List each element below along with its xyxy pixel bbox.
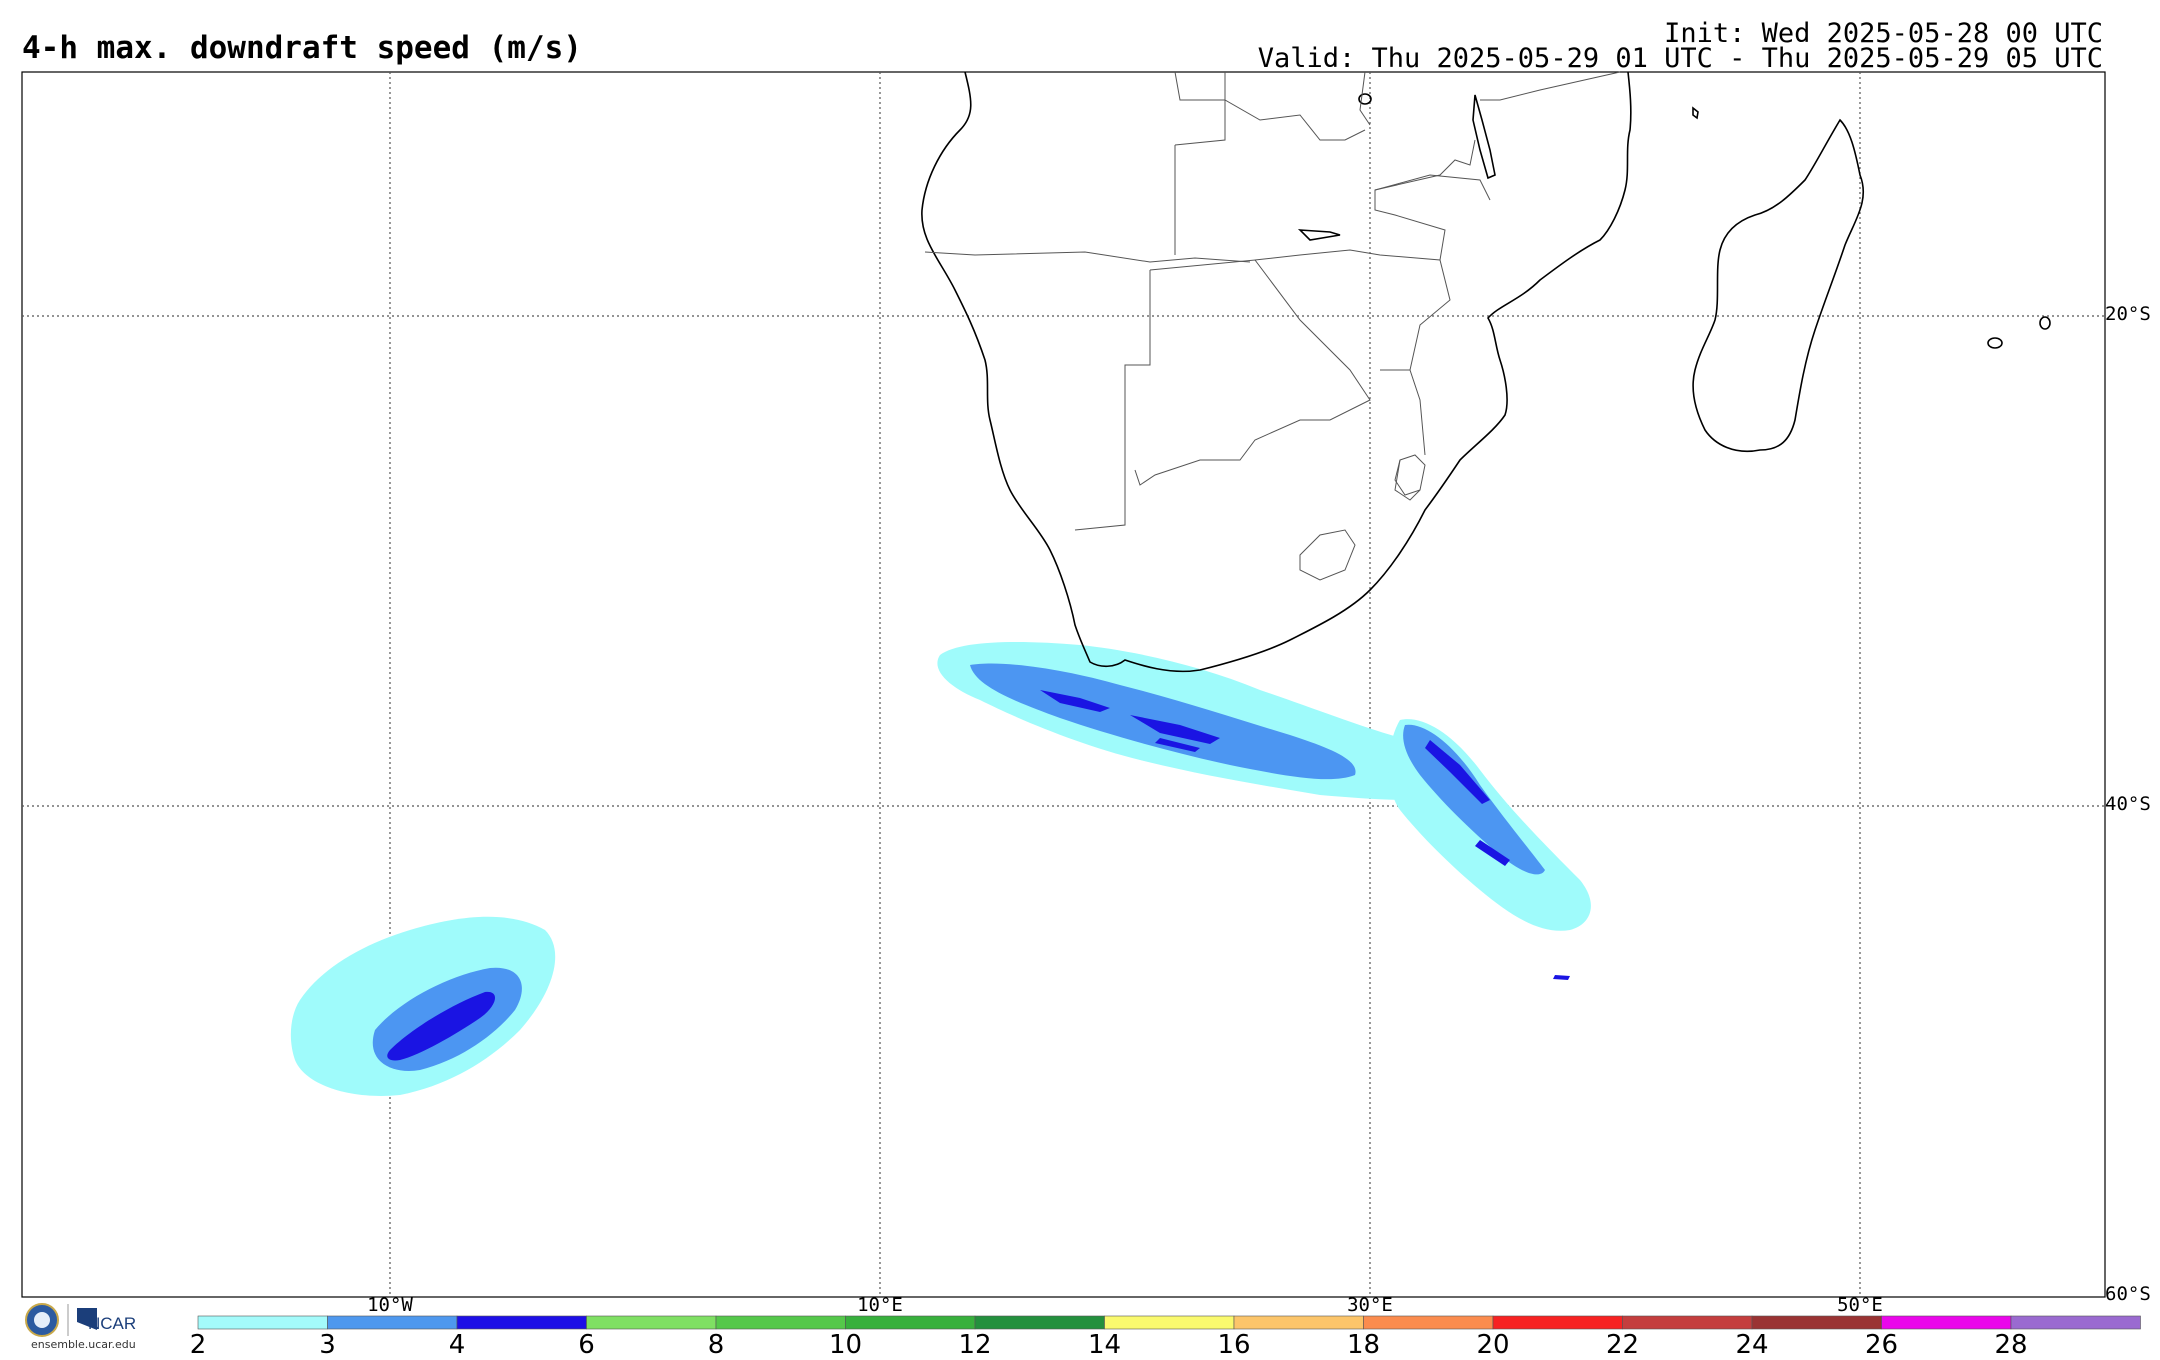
africa-coastline <box>921 71 1632 673</box>
reunion-outline <box>2039 316 2051 330</box>
map-title: 4-h max. downdraft speed (m/s) <box>22 30 582 66</box>
colorbar-tick-label: 24 <box>1735 1330 1769 1360</box>
border-angola-namibia <box>924 251 1251 263</box>
logo-area: NCAR <box>22 1300 162 1354</box>
border-drc-zambia <box>1174 71 1366 141</box>
border-eswatini <box>1394 454 1426 496</box>
colorbar-tick-label: 10 <box>828 1330 863 1360</box>
colorbar-tick-label: 4 <box>448 1330 466 1360</box>
downdraft-area-level-3 <box>1403 724 1545 875</box>
lon-label-10e: 10°E <box>857 1294 903 1316</box>
border-namibia-botswana <box>1074 270 1151 531</box>
lake-tanganyika-outline <box>1358 93 1372 105</box>
border-botswana <box>1134 259 1371 486</box>
colorbar-tick-label: 26 <box>1864 1330 1899 1360</box>
valid-time-range: Valid: Thu 2025-05-29 01 UTC - Thu 2025-… <box>1257 43 2103 74</box>
lake-kariba <box>1297 229 1341 241</box>
nsf-ncar-logo: NCAR <box>25 1303 136 1337</box>
colorbar-tick-label: 12 <box>958 1330 992 1360</box>
comoros-outline <box>1692 106 1699 120</box>
lat-label-60s: 60°S <box>2105 1283 2151 1305</box>
lake-malawi <box>1472 94 1496 180</box>
border-mozambique <box>1374 174 1491 261</box>
border-drc-zambia-east <box>1359 71 1371 126</box>
lat-label-40s: 40°S <box>2105 793 2151 815</box>
border-zambia-malawi <box>1374 139 1476 191</box>
downdraft-area-level-3 <box>970 663 1356 780</box>
lat-label-20s: 20°S <box>2105 303 2151 325</box>
madagascar-coastline <box>1692 118 1865 453</box>
downdraft-band-southeast <box>1388 719 1591 980</box>
lon-label-10w: 10°W <box>367 1294 413 1316</box>
colorbar-tick-label: 8 <box>707 1330 725 1360</box>
colorbar-tick-label: 16 <box>1217 1330 1251 1360</box>
ncar-brand-text: NCAR <box>88 1314 136 1333</box>
downdraft-area-level-4 <box>1475 840 1510 866</box>
downdraft-area-level-4 <box>1553 975 1570 980</box>
downdraft-band-south-africa <box>937 642 1473 800</box>
colorbar-tick-label: 6 <box>578 1330 595 1360</box>
downdraft-area-level-4 <box>1040 690 1110 712</box>
colorbar-tick-label: 22 <box>1605 1330 1640 1360</box>
lon-label-30e: 30°E <box>1347 1294 1393 1316</box>
colorbar-tick-label: 20 <box>1476 1330 1510 1360</box>
downdraft-band-south-atlantic <box>290 916 556 1096</box>
downdraft-area-level-4 <box>1155 738 1200 752</box>
colorbar-tick-label: 18 <box>1346 1330 1381 1360</box>
map-frame <box>21 71 2106 1298</box>
downdraft-area-level-4 <box>387 991 496 1061</box>
country-borders <box>924 71 1621 581</box>
border-lesotho <box>1299 529 1356 581</box>
ncar-mark-icon <box>77 1308 97 1330</box>
border-zimbabwe <box>1254 249 1451 371</box>
border-angola-zambia <box>1174 72 1226 255</box>
colorbar-tick-label: 3 <box>319 1330 336 1360</box>
downdraft-area-level-4 <box>1425 740 1490 804</box>
logo-url: ensemble.ucar.edu <box>31 1338 136 1351</box>
border-tanzania <box>1480 71 1621 101</box>
colorbar-tick-label: 14 <box>1087 1330 1122 1360</box>
colorbar-tick-label: 2 <box>189 1330 207 1360</box>
coastlines <box>921 71 2051 673</box>
mauritius-outline <box>1987 337 2003 349</box>
border-south-africa-north <box>1394 369 1426 501</box>
init-time: Init: Wed 2025-05-28 00 UTC <box>1664 18 2103 49</box>
lon-label-50e: 50°E <box>1837 1294 1883 1316</box>
downdraft-area-level-4 <box>1130 715 1220 744</box>
colorbar-tick-label: 28 <box>1994 1330 2028 1360</box>
